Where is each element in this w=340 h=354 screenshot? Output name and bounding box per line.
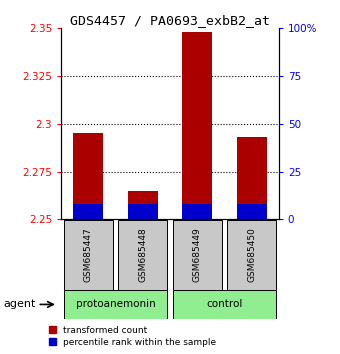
- Legend: transformed count, percentile rank within the sample: transformed count, percentile rank withi…: [49, 326, 216, 347]
- Text: GSM685448: GSM685448: [138, 228, 147, 282]
- Text: GSM685450: GSM685450: [247, 227, 256, 282]
- Bar: [64, 220, 113, 290]
- Bar: [73, 204, 103, 219]
- Text: agent: agent: [3, 299, 36, 309]
- Bar: [118, 220, 167, 290]
- Bar: [173, 220, 222, 290]
- Bar: [237, 137, 267, 219]
- Bar: [227, 220, 276, 290]
- Text: control: control: [206, 299, 242, 309]
- Title: GDS4457 / PA0693_exbB2_at: GDS4457 / PA0693_exbB2_at: [70, 14, 270, 27]
- Bar: [237, 204, 267, 219]
- Text: protoanemonin: protoanemonin: [76, 299, 155, 309]
- Bar: [64, 290, 167, 319]
- Text: GSM685449: GSM685449: [193, 228, 202, 282]
- Bar: [182, 32, 212, 219]
- Bar: [73, 133, 103, 219]
- Bar: [128, 191, 158, 219]
- Bar: [173, 290, 276, 319]
- Bar: [128, 204, 158, 219]
- Text: GSM685447: GSM685447: [84, 228, 93, 282]
- Bar: [182, 204, 212, 219]
